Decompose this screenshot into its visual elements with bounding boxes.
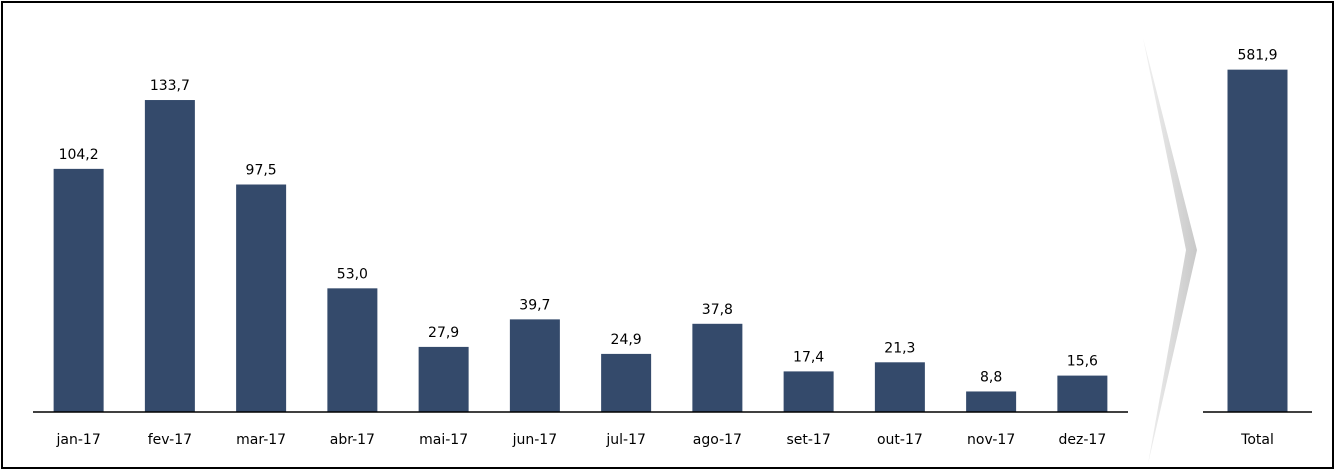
value-label: 133,7 <box>150 78 190 94</box>
value-label: 37,8 <box>702 302 733 318</box>
value-label: 8,8 <box>980 369 1002 385</box>
bar <box>144 100 195 413</box>
arrow <box>1143 38 1197 464</box>
bar <box>53 168 104 412</box>
value-label: 97,5 <box>246 163 277 179</box>
x-tick-label: jul-17 <box>605 432 646 448</box>
value-label: 21,3 <box>884 340 915 356</box>
bar <box>966 391 1017 412</box>
x-tick-label: fev-17 <box>148 432 192 448</box>
x-tick-label: dez-17 <box>1059 432 1107 448</box>
bar <box>418 346 469 412</box>
value-label: 104,2 <box>59 147 99 163</box>
value-label: 27,9 <box>428 325 459 341</box>
x-tick-label: set-17 <box>786 432 830 448</box>
x-tick-label: out-17 <box>877 432 923 448</box>
bar <box>601 353 652 412</box>
x-tick-label: abr-17 <box>330 432 375 448</box>
value-label: 15,6 <box>1067 354 1098 370</box>
bar <box>236 184 287 412</box>
value-label: 581,9 <box>1237 48 1277 64</box>
x-tick-label: mar-17 <box>236 432 286 448</box>
value-label: 39,7 <box>519 297 550 313</box>
bar <box>327 288 378 412</box>
x-tick-label: jan-17 <box>56 432 101 448</box>
bar <box>509 319 560 412</box>
x-tick-label: ago-17 <box>693 432 742 448</box>
bar <box>874 362 925 412</box>
x-tick-label: Total <box>1240 432 1274 448</box>
value-label: 17,4 <box>793 349 824 365</box>
bar <box>1057 375 1108 412</box>
x-tick-label: jun-17 <box>512 432 558 448</box>
value-label: 53,0 <box>337 266 368 282</box>
bar <box>692 323 743 412</box>
x-tick-label: nov-17 <box>967 432 1015 448</box>
bar <box>783 371 834 412</box>
bar <box>1227 69 1288 412</box>
x-tick-label: mai-17 <box>419 432 468 448</box>
value-label: 24,9 <box>611 332 642 348</box>
